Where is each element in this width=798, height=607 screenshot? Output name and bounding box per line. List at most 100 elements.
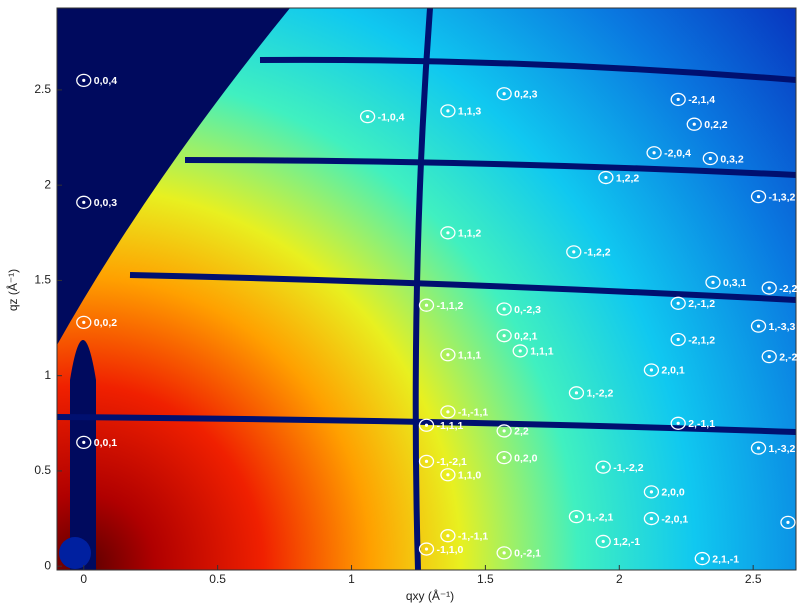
x-tick-label: 2.5: [745, 572, 762, 586]
x-tick-label: 2: [616, 572, 623, 586]
peak-dot: [650, 517, 653, 520]
peak-label: 0,0,4: [94, 75, 118, 87]
y-tick-label: 2: [44, 177, 51, 191]
peak-dot: [677, 98, 680, 101]
peak-dot: [446, 231, 449, 234]
peak-dot: [503, 307, 506, 310]
peak-label: 1,-2,2: [586, 388, 613, 400]
y-tick-label: 2.5: [34, 82, 51, 96]
peak-dot: [366, 115, 369, 118]
peak-dot: [757, 195, 760, 198]
peak-label: -2,2,2: [779, 283, 798, 295]
peak-label: -1,-2,1: [437, 456, 468, 468]
peak-dot: [446, 534, 449, 537]
peak-dot: [446, 473, 449, 476]
x-tick-label: 0.5: [209, 572, 226, 586]
y-tick-label: 1: [44, 368, 51, 382]
peak-dot: [82, 441, 85, 444]
peak-label: 0,3,1: [723, 277, 747, 289]
peak-label: -1,3,2: [769, 191, 796, 203]
peak-label: 2,-2,2: [779, 351, 798, 363]
peak-dot: [786, 521, 789, 524]
peak-label: 0,0,1: [94, 437, 118, 449]
peak-label: 1,1,0: [458, 470, 482, 482]
peak-dot: [709, 157, 712, 160]
peak-label: 1,1,1: [530, 346, 554, 358]
peak-dot: [503, 334, 506, 337]
x-axis-label: qxy (Å⁻¹): [406, 588, 454, 603]
x-tick-label: 1: [348, 572, 355, 586]
peak-label: 2,1,-1: [712, 553, 739, 565]
peak-dot: [650, 490, 653, 493]
peak-dot: [575, 391, 578, 394]
peak-label: 0,3,2: [720, 153, 744, 165]
peak-dot: [425, 424, 428, 427]
peak-label: 0,2,0: [514, 452, 538, 464]
peak-dot: [446, 410, 449, 413]
peak-dot: [82, 201, 85, 204]
peak-dot: [519, 349, 522, 352]
peak-label: -1,1,1: [437, 420, 464, 432]
peak-label: 0,-2,3: [514, 304, 541, 316]
peak-label: 2,0,0: [661, 487, 685, 499]
peak-dot: [650, 368, 653, 371]
peak-label: 2,2: [514, 426, 529, 438]
peak-dot: [677, 422, 680, 425]
peak-label: 0,2,2: [704, 119, 728, 131]
peak-label: 0,-2,1: [514, 548, 541, 560]
peak-label: 1,1,3: [458, 106, 482, 118]
peak-label: 1,1,2: [458, 228, 482, 240]
peak-dot: [768, 286, 771, 289]
peak-label: 1,-2,1: [586, 511, 613, 523]
chart: qxy (Å⁻¹) qz (Å⁻¹) 00.511.522.500.511.52…: [0, 0, 798, 607]
peak-dot: [425, 460, 428, 463]
peak-label: -1,-2,2: [613, 462, 644, 474]
peak-label: -1,0,4: [378, 111, 405, 123]
peak-dot: [677, 302, 680, 305]
peak-label: -1,-1,1: [458, 407, 489, 419]
peak-dot: [82, 321, 85, 324]
peak-label: 2,-1,2: [688, 298, 715, 310]
peak-dot: [503, 429, 506, 432]
peak-dot: [693, 123, 696, 126]
peak-dot: [425, 304, 428, 307]
peak-label: -2,1,4: [688, 94, 715, 106]
peak-label: -2,0,1: [661, 513, 688, 525]
peak-label: -1,-1,1: [458, 530, 489, 542]
peak-label: 2,0,1: [661, 365, 685, 377]
peak-dot: [572, 250, 575, 253]
peak-label: 0,0,3: [94, 197, 118, 209]
peak-dot: [446, 353, 449, 356]
peak-dot: [652, 151, 655, 154]
y-axis-label: qz (Å⁻¹): [5, 269, 20, 311]
peak-dot: [602, 466, 605, 469]
peak-dot: [602, 540, 605, 543]
peak-label: -2,1,2: [688, 334, 715, 346]
peak-dot: [604, 176, 607, 179]
peak-dot: [757, 446, 760, 449]
peak-dot: [701, 557, 704, 560]
x-tick-label: 1.5: [477, 572, 494, 586]
peak-label: 1,-3,2: [769, 443, 796, 455]
peak-dot: [768, 355, 771, 358]
peak-dot: [575, 515, 578, 518]
peak-label: -2,0,4: [664, 148, 691, 160]
peak-label: 1,2,2: [616, 172, 640, 184]
peak-label: -1,1,0: [437, 544, 464, 556]
peak-dot: [757, 325, 760, 328]
x-tick-label: 0: [80, 572, 87, 586]
peak-dot: [446, 109, 449, 112]
peak-label: 1,1,1: [458, 350, 482, 362]
peak-label: -1,1,2: [437, 300, 464, 312]
peak-label: 0,2,3: [514, 89, 538, 101]
y-tick-label: 0.5: [34, 463, 51, 477]
peak-dot: [503, 456, 506, 459]
peak-dot: [82, 79, 85, 82]
peak-dot: [503, 92, 506, 95]
peak-label: 1,2,-1: [613, 536, 640, 548]
peak-label: 0,0,2: [94, 317, 118, 329]
peak-dot: [711, 281, 714, 284]
peak-label: 0,2,1: [514, 330, 538, 342]
detector-image: [57, 8, 796, 570]
peak-label: 1,-3,3: [769, 321, 796, 333]
